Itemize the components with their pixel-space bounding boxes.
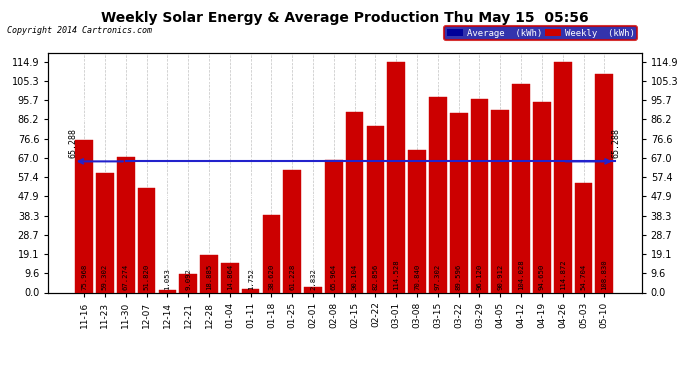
Bar [346, 111, 364, 292]
Text: 70.840: 70.840 [414, 264, 420, 291]
Text: 89.596: 89.596 [455, 264, 462, 291]
Bar [512, 84, 530, 292]
Bar [304, 287, 322, 292]
Text: Weekly Solar Energy & Average Production Thu May 15  05:56: Weekly Solar Energy & Average Production… [101, 11, 589, 25]
Bar [179, 274, 197, 292]
Text: 9.092: 9.092 [185, 268, 191, 291]
Text: 61.228: 61.228 [289, 264, 295, 291]
Bar [491, 110, 509, 292]
Text: 2.832: 2.832 [310, 268, 316, 291]
Text: 18.885: 18.885 [206, 264, 212, 291]
Text: 114.528: 114.528 [393, 260, 400, 291]
Text: 65.964: 65.964 [331, 264, 337, 291]
Bar [96, 173, 114, 292]
Bar [263, 215, 280, 292]
Bar [221, 262, 239, 292]
Bar [366, 126, 384, 292]
Bar [533, 102, 551, 292]
Bar [325, 160, 343, 292]
Bar [408, 150, 426, 292]
Text: 54.704: 54.704 [580, 264, 586, 291]
Text: 94.650: 94.650 [539, 264, 545, 291]
Text: 51.820: 51.820 [144, 264, 150, 291]
Bar [429, 97, 446, 292]
Text: 65.288: 65.288 [611, 128, 620, 158]
Bar [450, 112, 468, 292]
Bar [75, 140, 93, 292]
Legend: Average  (kWh), Weekly  (kWh): Average (kWh), Weekly (kWh) [444, 26, 637, 40]
Bar [117, 158, 135, 292]
Bar [471, 99, 489, 292]
Text: 90.912: 90.912 [497, 264, 503, 291]
Bar [595, 74, 613, 292]
Text: 14.864: 14.864 [227, 264, 233, 291]
Bar [554, 62, 571, 292]
Bar [200, 255, 218, 292]
Text: Copyright 2014 Cartronics.com: Copyright 2014 Cartronics.com [7, 26, 152, 35]
Text: 114.872: 114.872 [560, 260, 566, 291]
Bar [138, 188, 155, 292]
Text: 1.053: 1.053 [164, 268, 170, 291]
Bar [159, 290, 176, 292]
Text: 65.288: 65.288 [68, 128, 77, 158]
Text: 1.752: 1.752 [248, 268, 254, 291]
Text: 38.620: 38.620 [268, 264, 275, 291]
Text: 67.274: 67.274 [123, 264, 129, 291]
Text: 108.830: 108.830 [601, 260, 607, 291]
Text: 75.968: 75.968 [81, 264, 87, 291]
Bar [284, 170, 301, 292]
Text: 104.028: 104.028 [518, 260, 524, 291]
Text: 90.104: 90.104 [352, 264, 357, 291]
Bar [575, 183, 592, 292]
Text: 97.302: 97.302 [435, 264, 441, 291]
Bar [241, 289, 259, 292]
Text: 82.856: 82.856 [373, 264, 378, 291]
Text: 96.120: 96.120 [477, 264, 482, 291]
Text: 59.302: 59.302 [102, 264, 108, 291]
Bar [387, 63, 405, 292]
